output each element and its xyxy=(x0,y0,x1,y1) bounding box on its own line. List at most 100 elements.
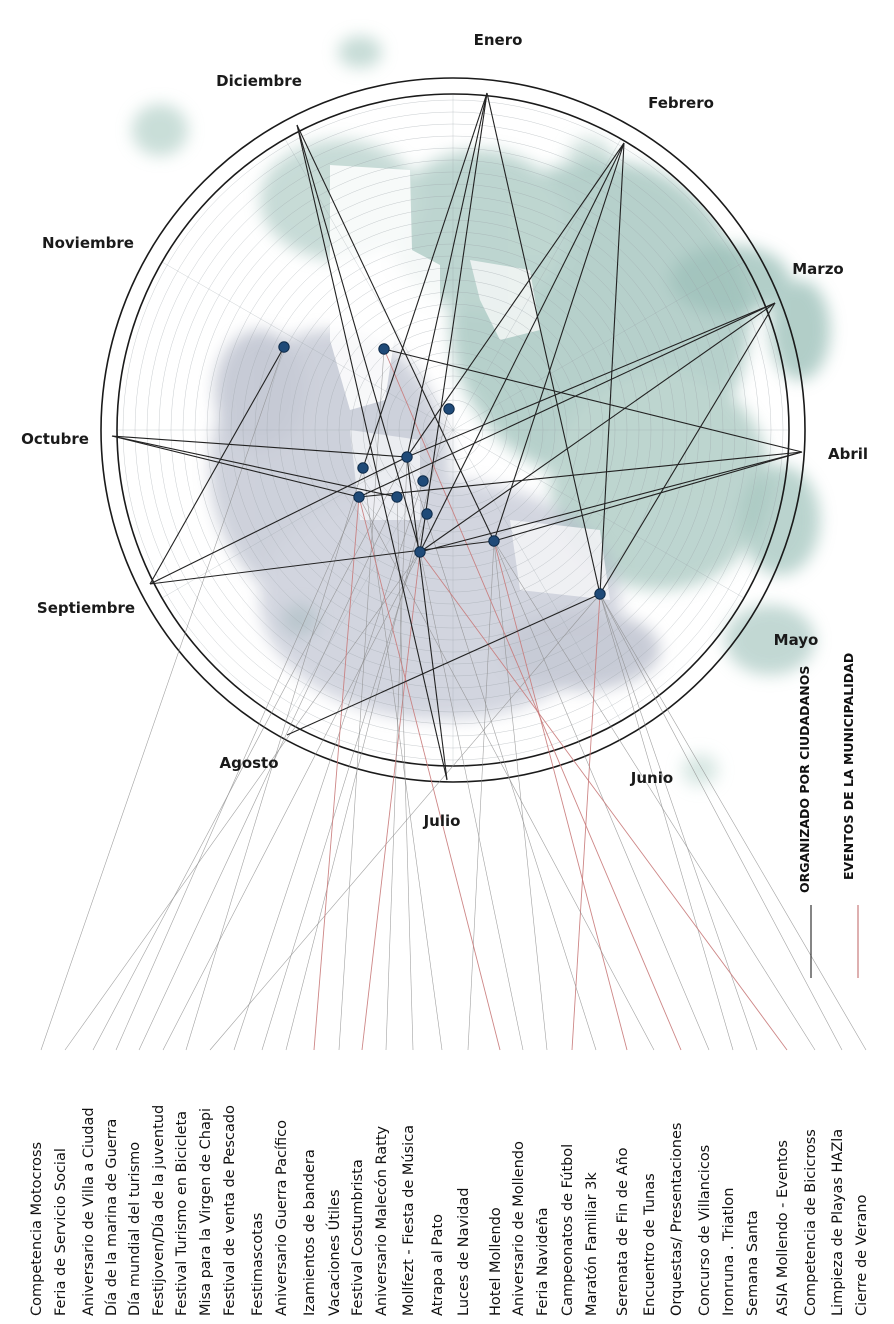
month-label-abril: Abril xyxy=(828,445,868,463)
event-label: Orquestas/ Presentaciones xyxy=(669,1123,685,1316)
month-chord xyxy=(149,540,495,585)
grid-spoke xyxy=(452,429,745,599)
event-label: Festival Turismo en Bicicleta xyxy=(174,1111,190,1316)
event-label: Ironruna . Triatlon xyxy=(721,1188,737,1316)
event-link-line xyxy=(467,540,495,1051)
event-label: Feria Navideña xyxy=(535,1208,551,1317)
event-label: ASIA Mollendo - Eventos xyxy=(775,1140,791,1316)
event-link-line xyxy=(406,456,597,1051)
grid-spoke xyxy=(284,138,454,431)
event-label: Campeonatos de Fútbol xyxy=(560,1144,576,1316)
event-label: Limpieza de Playas HAZla xyxy=(830,1129,846,1316)
month-chord xyxy=(286,593,601,736)
event-label: Competencia Motocross xyxy=(29,1142,45,1316)
event-link-line xyxy=(599,593,843,1051)
event-link-line xyxy=(385,456,408,1051)
month-chord xyxy=(599,142,625,595)
month-chord xyxy=(358,451,803,498)
grid-spoke xyxy=(452,261,745,431)
month-chord xyxy=(149,346,285,585)
event-connection-lines xyxy=(40,346,867,1051)
legend: ORGANIZADO POR CIUDADANOS EVENTOS DE LA … xyxy=(797,653,859,978)
event-label: Día de la marina de Guerra xyxy=(104,1119,120,1316)
event-label: Feria de Servicio Social xyxy=(53,1148,69,1316)
event-label: Semana Santa xyxy=(745,1210,761,1316)
month-chord xyxy=(296,124,421,553)
location-marker xyxy=(353,491,365,503)
event-link-line xyxy=(162,551,421,1051)
grid-spoke xyxy=(161,261,454,431)
month-label-agosto: Agosto xyxy=(219,754,278,772)
month-label-junio: Junio xyxy=(630,769,673,787)
location-marker xyxy=(594,588,606,600)
location-marker xyxy=(417,475,429,487)
month-chord xyxy=(406,302,776,458)
location-marker xyxy=(357,462,369,474)
event-link-line xyxy=(599,593,758,1051)
event-link-line xyxy=(571,593,601,1051)
month-chord xyxy=(149,456,408,585)
event-label: Festijoven/Día de la juventud xyxy=(151,1105,167,1316)
event-label: Cierre de Verano xyxy=(854,1195,870,1316)
event-link-line xyxy=(493,540,628,1051)
month-chord xyxy=(383,348,803,453)
event-link-line xyxy=(383,348,682,1051)
month-label-octubre: Octubre xyxy=(21,430,89,448)
event-link-line xyxy=(64,551,421,1051)
event-label: Mollfezt - Fiesta de Música xyxy=(401,1125,417,1316)
event-label: Concurso de Villancicos xyxy=(697,1145,713,1316)
event-link-line xyxy=(115,496,360,1051)
month-label-diciembre: Diciembre xyxy=(216,72,302,90)
month-label-marzo: Marzo xyxy=(792,260,843,278)
month-label-febrero: Febrero xyxy=(648,94,714,112)
event-link-line xyxy=(233,480,424,1051)
month-chord xyxy=(111,435,360,498)
event-label: Izamientos de bandera xyxy=(302,1149,318,1316)
event-label: Atrapa al Pato xyxy=(430,1214,446,1316)
outer-ring xyxy=(100,77,806,783)
month-chord xyxy=(486,92,601,595)
event-label: Encuentro de Tunas xyxy=(642,1173,658,1316)
month-chord xyxy=(406,142,625,458)
month-chord xyxy=(358,302,776,498)
event-link-line xyxy=(209,593,601,1051)
event-label: Misa para la Virgen de Chapi xyxy=(198,1108,214,1316)
month-chord xyxy=(406,92,488,458)
event-label: Aniversario de Mollendo xyxy=(511,1141,527,1316)
event-link-line xyxy=(419,551,788,1051)
location-marker xyxy=(391,491,403,503)
location-markers xyxy=(278,341,606,600)
month-label-enero: Enero xyxy=(474,31,523,49)
month-chord xyxy=(493,451,803,542)
event-label: Festival de venta de Pescado xyxy=(222,1105,238,1316)
month-chord xyxy=(419,451,803,553)
grid-spoke xyxy=(452,429,622,722)
month-chord xyxy=(493,142,625,542)
month-label-septiembre: Septiembre xyxy=(37,599,135,617)
event-label: Luces de Navidad xyxy=(456,1188,472,1316)
event-labels: Competencia Motocross Feria de Servicio … xyxy=(29,1105,870,1316)
month-chord xyxy=(362,92,488,469)
location-marker xyxy=(421,508,433,520)
event-label: Aniversario de Villa a Ciudad xyxy=(81,1107,97,1316)
event-label: Hotel Mollendo xyxy=(488,1207,504,1316)
event-link-line xyxy=(92,456,408,1051)
map-background xyxy=(132,36,830,786)
event-link-line xyxy=(599,593,734,1051)
month-label-noviembre: Noviembre xyxy=(42,234,134,252)
event-link-line xyxy=(338,348,385,1051)
event-link-line xyxy=(138,496,398,1051)
month-chord xyxy=(111,435,398,498)
month-chord xyxy=(406,456,448,781)
event-link-line xyxy=(361,551,421,1051)
event-label: Serenata de Fin de Año xyxy=(615,1147,631,1316)
event-link-line xyxy=(493,540,548,1051)
legend-municipality-label: EVENTOS DE LA MUNICIPALIDAD xyxy=(841,653,856,880)
month-chord xyxy=(419,142,625,553)
month-chord-lines xyxy=(111,92,803,781)
event-link-line xyxy=(396,496,414,1051)
event-link-line xyxy=(599,593,867,1051)
location-marker xyxy=(488,535,500,547)
event-label: Competencia de Bicicross xyxy=(803,1129,819,1316)
